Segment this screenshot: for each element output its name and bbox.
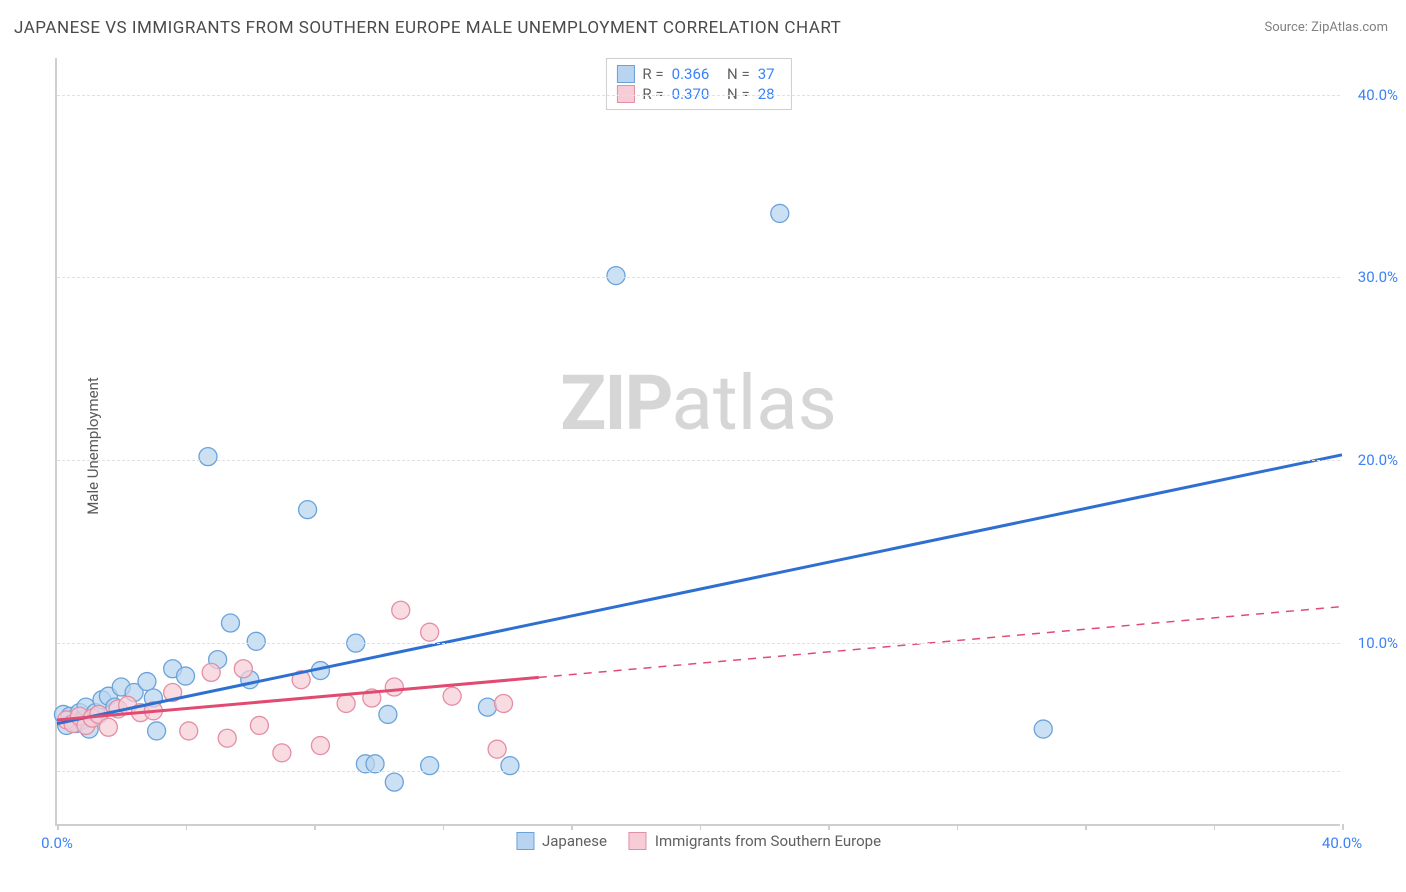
y-tick-label: 30.0% bbox=[1358, 268, 1398, 286]
legend-swatch bbox=[516, 832, 534, 850]
trend-line-solid bbox=[57, 455, 1342, 724]
data-point bbox=[366, 755, 384, 773]
data-point bbox=[385, 678, 403, 696]
x-tick-mark bbox=[828, 824, 830, 830]
data-point bbox=[299, 501, 317, 519]
x-tick-mark bbox=[1214, 824, 1216, 830]
gridline bbox=[57, 643, 1340, 644]
data-point bbox=[478, 698, 496, 716]
data-point bbox=[180, 722, 198, 740]
x-tick-label: 40.0% bbox=[1322, 834, 1362, 852]
x-tick-label: 0.0% bbox=[41, 834, 73, 852]
data-point bbox=[392, 601, 410, 619]
scatter-svg bbox=[57, 58, 1340, 824]
legend-correlation: R = 0.366 N = 37R = 0.370 N = 28 bbox=[605, 58, 791, 110]
data-point bbox=[421, 623, 439, 641]
data-point bbox=[99, 718, 117, 736]
trend-line-dashed bbox=[539, 607, 1342, 678]
x-tick-mark bbox=[1342, 824, 1344, 830]
legend-n-value: 37 bbox=[758, 65, 775, 83]
data-point bbox=[379, 705, 397, 723]
gridline bbox=[57, 95, 1340, 96]
y-tick-label: 40.0% bbox=[1358, 86, 1398, 104]
legend-row: R = 0.366 N = 37 bbox=[616, 64, 780, 84]
data-point bbox=[247, 632, 265, 650]
x-tick-mark bbox=[314, 824, 316, 830]
x-tick-mark bbox=[1085, 824, 1087, 830]
legend-series-label: Japanese bbox=[542, 832, 607, 850]
data-point bbox=[221, 614, 239, 632]
data-point bbox=[202, 663, 220, 681]
gridline bbox=[57, 771, 1340, 772]
data-point bbox=[148, 722, 166, 740]
data-point bbox=[273, 744, 291, 762]
data-point bbox=[138, 673, 156, 691]
legend-series-item: Immigrants from Southern Europe bbox=[629, 832, 881, 850]
data-point bbox=[218, 729, 236, 747]
legend-r-label: R = bbox=[642, 65, 663, 83]
data-point bbox=[199, 448, 217, 466]
x-tick-mark bbox=[571, 824, 573, 830]
data-point bbox=[234, 660, 252, 678]
data-point bbox=[771, 204, 789, 222]
chart-title: JAPANESE VS IMMIGRANTS FROM SOUTHERN EUR… bbox=[14, 18, 841, 38]
data-point bbox=[385, 773, 403, 791]
data-point bbox=[607, 267, 625, 285]
plot-area: ZIPatlas R = 0.366 N = 37R = 0.370 N = 2… bbox=[55, 58, 1340, 826]
data-point bbox=[1034, 720, 1052, 738]
data-point bbox=[443, 687, 461, 705]
legend-series-item: Japanese bbox=[516, 832, 607, 850]
gridline bbox=[57, 277, 1340, 278]
x-tick-mark bbox=[57, 824, 59, 830]
x-tick-mark bbox=[957, 824, 959, 830]
y-tick-label: 20.0% bbox=[1358, 451, 1398, 469]
x-tick-mark bbox=[443, 824, 445, 830]
x-tick-mark bbox=[186, 824, 188, 830]
x-tick-mark bbox=[700, 824, 702, 830]
data-point bbox=[495, 694, 513, 712]
source-attribution: Source: ZipAtlas.com bbox=[1264, 20, 1388, 35]
legend-n-label: N = bbox=[723, 65, 749, 83]
data-point bbox=[250, 716, 268, 734]
legend-series-label: Immigrants from Southern Europe bbox=[655, 832, 881, 850]
gridline bbox=[57, 460, 1340, 461]
legend-series: Japanese Immigrants from Southern Europe bbox=[516, 832, 881, 850]
legend-swatch bbox=[629, 832, 647, 850]
y-tick-label: 10.0% bbox=[1358, 634, 1398, 652]
data-point bbox=[311, 737, 329, 755]
data-point bbox=[177, 667, 195, 685]
data-point bbox=[337, 694, 355, 712]
data-point bbox=[488, 740, 506, 758]
legend-r-value: 0.366 bbox=[672, 65, 710, 83]
legend-swatch bbox=[616, 65, 634, 83]
